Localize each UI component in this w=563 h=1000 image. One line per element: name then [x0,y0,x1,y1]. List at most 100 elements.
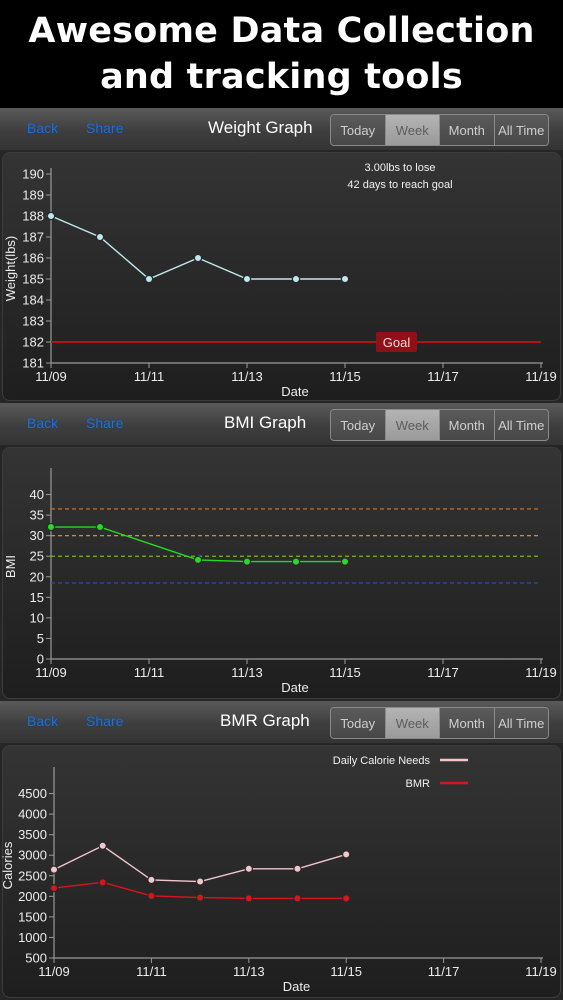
data-point [46,522,56,532]
data-point [147,891,156,901]
data-point [49,865,59,874]
y-tick-label: 1500 [18,909,47,924]
y-tick-label: 182 [22,335,44,350]
days-to-goal-annotation: 42 days to reach goal [347,179,452,191]
x-tick-label: 11/15 [329,369,361,384]
y-tick-label: 5 [37,631,44,646]
back-button[interactable]: Back [27,713,59,729]
share-button[interactable]: Share [86,120,124,136]
range-tab-week[interactable]: Week [385,410,440,440]
data-point [291,274,301,284]
range-tab-month[interactable]: Month [440,115,495,145]
y-tick-label: 30 [30,528,44,543]
legend-label: BMR [406,778,431,790]
data-point [144,274,154,284]
y-tick-label: 181 [22,356,44,371]
x-tick-label: 11/17 [427,665,459,680]
data-point [291,557,301,566]
data-point [95,232,105,242]
y-tick-label: 3500 [18,827,47,842]
x-tick-label: 11/13 [231,369,263,384]
back-button[interactable]: Back [27,120,59,136]
data-point [342,894,351,903]
range-tab-week[interactable]: Week [385,708,440,738]
data-point [244,864,253,873]
range-tab-all-time[interactable]: All Time [494,115,548,145]
y-tick-label: 1000 [18,930,47,945]
x-tick-label: 11/19 [525,369,557,384]
x-tick-label: 11/15 [329,665,361,680]
range-tab-today[interactable]: Today [331,410,386,440]
data-point [242,274,252,284]
y-tick-label: 184 [22,293,44,308]
x-tick-label: 11/13 [231,665,263,680]
goal-label-background [376,332,417,352]
y-tick-label: 40 [30,487,44,502]
data-point [342,850,351,859]
y-tick-label: 25 [30,549,44,564]
weight-chart: 181 182 183 184 185 186 187 188 189 190 11/09 11/11… [3,162,557,399]
x-tick-label: 11/11 [136,964,167,979]
range-tab-today[interactable]: Today [331,115,386,145]
x-axis-title: Date [281,680,308,695]
y-tick-label: 15 [30,590,44,605]
data-point [293,864,302,873]
y-tick-label: 188 [22,209,44,224]
x-tick-label: 11/09 [35,665,67,680]
data-point [49,883,59,893]
y-tick-label: 189 [22,188,44,203]
weight-graph-toolbar: Back Share Weight Graph Today Week Month… [0,108,563,151]
share-button[interactable]: Share [86,415,124,431]
x-axis-title: Date [283,979,310,994]
x-tick-label: 11/19 [525,964,557,979]
data-point [46,211,56,221]
data-point [193,253,203,263]
weight-graph-title: Weight Graph [208,118,313,137]
bmr-chart-panel: 500 1000 1500 2000 2500 3000 3500 4000 4500 11/09… [0,743,563,1000]
x-tick-label: 11/17 [428,964,460,979]
range-tab-month[interactable]: Month [440,708,495,738]
y-tick-label: 3000 [18,848,47,863]
range-tab-all-time[interactable]: All Time [494,410,548,440]
x-tick-label: 11/13 [233,964,265,979]
y-tick-label: 35 [30,508,44,523]
weight-to-lose-annotation: 3.00lbs to lose [365,162,436,174]
bmi-chart: 0 5 10 15 20 25 30 35 40 11/09 11/11 11/13 11/15 11/1… [3,468,557,695]
y-tick-label: 2500 [18,868,47,883]
banner-headline-line-1: Awesome Data Collection [28,11,535,51]
range-tab-week[interactable]: Week [385,115,440,145]
y-tick-label: 4500 [18,786,47,801]
range-tab-all-time[interactable]: All Time [494,708,548,738]
y-tick-label: 183 [22,314,44,329]
bmi-graph-toolbar: Back Share BMI Graph Today Week Month Al… [0,403,563,446]
x-axis-title: Date [281,384,308,399]
data-point [95,522,105,532]
legend-label: Daily Calorie Needs [333,755,431,767]
y-tick-label: 4000 [18,807,47,822]
bmr-graph-title: BMR Graph [220,711,310,730]
x-tick-label: 11/11 [134,369,165,384]
y-axis-title: Weight(lbs) [3,236,18,302]
series-line [53,844,347,883]
share-button[interactable]: Share [86,713,124,729]
y-tick-label: 187 [22,230,44,245]
x-tick-label: 11/09 [38,964,70,979]
y-tick-label: 20 [30,569,44,584]
data-point [293,894,302,903]
y-tick-label: 190 [22,167,44,182]
y-tick-label: 2000 [18,889,47,904]
data-point [244,894,253,903]
bmi-chart-panel: 0 5 10 15 20 25 30 35 40 11/09 11/11 11/13 11/15 11/1… [0,445,563,701]
series-line [50,215,345,280]
x-tick-label: 11/09 [35,369,67,384]
data-point [195,877,205,886]
data-point [98,841,107,850]
bmr-range-selector: Today Week Month All Time [330,707,549,739]
data-point [340,274,350,284]
back-button[interactable]: Back [27,415,59,431]
range-tab-month[interactable]: Month [440,410,495,440]
data-point [195,893,205,902]
bmr-chart: 500 1000 1500 2000 2500 3000 3500 4000 4500 11/09… [0,755,557,994]
range-tab-today[interactable]: Today [331,708,386,738]
y-tick-label: 186 [22,251,44,266]
